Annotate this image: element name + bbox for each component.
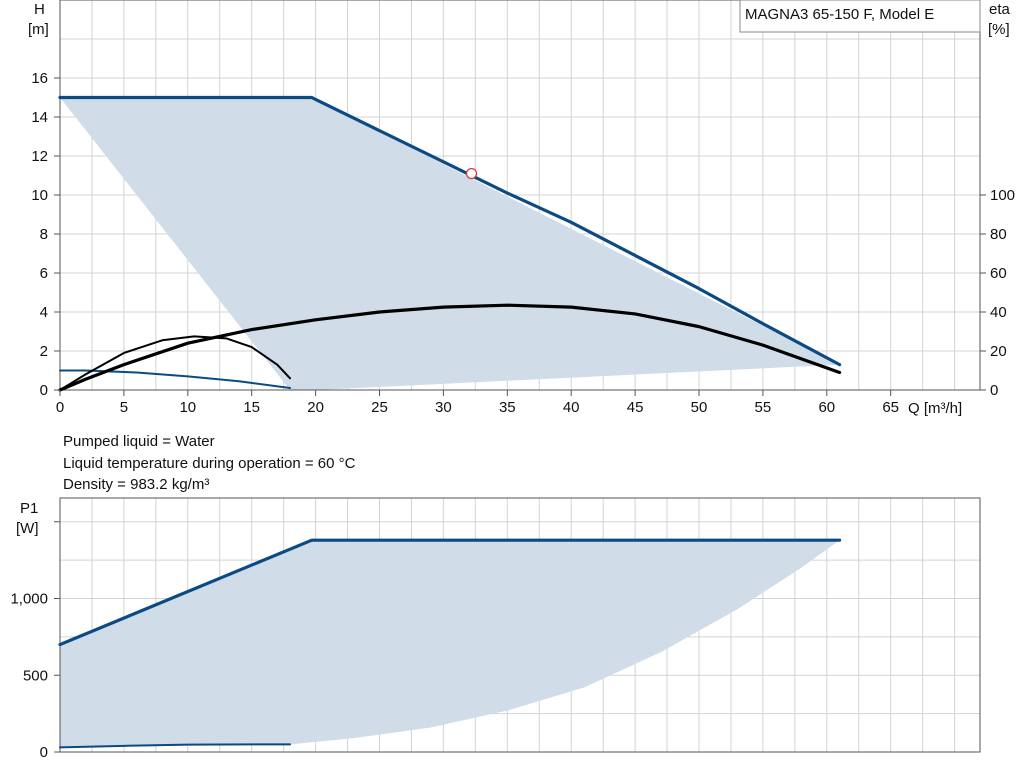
x-tick-label: 5	[120, 399, 128, 416]
x-tick-label: 50	[691, 399, 708, 416]
x-tick-label: 55	[755, 399, 772, 416]
y-tick-label: 12	[31, 148, 48, 165]
plot-frame	[59, 497, 981, 753]
power-curve-1	[59, 743, 292, 749]
info-density: Density = 983.2 kg/m³	[63, 476, 209, 493]
y2-axis-label-eta: eta	[989, 1, 1011, 18]
x-tick-label: 0	[56, 399, 64, 416]
y2-tick-label: 0	[990, 382, 998, 399]
y-tick-label: 16	[31, 70, 48, 87]
y-axis-label-h: H	[34, 1, 45, 18]
y-tick-label: 0	[40, 744, 48, 761]
chart-title: MAGNA3 65-150 F, Model E	[745, 6, 934, 23]
y-tick-label: 6	[40, 265, 48, 282]
title-box	[739, 0, 981, 33]
y-tick-label: 1,000	[10, 591, 48, 608]
y-tick-label: 8	[40, 226, 48, 243]
y-tick-label: 0	[40, 382, 48, 399]
y2-tick-label: 40	[990, 304, 1007, 321]
head-curve-1	[59, 369, 292, 390]
y2-tick-label: 80	[990, 226, 1007, 243]
power-curve-0	[58, 538, 842, 647]
x-tick-label: 25	[371, 399, 388, 416]
y2-axis-unit-eta: [%]	[988, 21, 1010, 38]
x-tick-label: 60	[818, 399, 835, 416]
y-tick-label: 2	[40, 343, 48, 360]
efficiency-curve-3	[59, 335, 292, 391]
y-tick-label: 500	[23, 667, 48, 684]
x-axis-label: Q [m³/h]	[908, 400, 962, 417]
y-tick-label: 10	[31, 187, 48, 204]
info-pumped-liquid: Pumped liquid = Water	[63, 433, 215, 450]
head-efficiency-chart: 0 2 4 6 8 10 12 14 16 0 20 40 60 80 100 0 5 10 15 20 25 30 35 4…	[31, 0, 1015, 416]
x-tick-label: 65	[882, 399, 899, 416]
x-tick-label: 30	[435, 399, 452, 416]
x-tick-label: 35	[499, 399, 516, 416]
y-axis-unit-p1: [W]	[16, 520, 39, 537]
x-tick-label: 20	[307, 399, 324, 416]
x-tick-label: 40	[563, 399, 580, 416]
y-tick-label: 4	[40, 304, 48, 321]
x-tick-label: 15	[243, 399, 260, 416]
power-range-area	[60, 540, 840, 748]
y-axis-unit-h: [m]	[28, 21, 49, 38]
y2-tick-label: 60	[990, 265, 1007, 282]
power-chart: 0 500 1,000	[10, 497, 981, 761]
y2-tick-label: 20	[990, 343, 1007, 360]
x-tick-label: 10	[179, 399, 196, 416]
duty-point-marker	[465, 167, 478, 180]
info-liquid-temperature: Liquid temperature during operation = 60…	[63, 455, 356, 472]
x-tick-label: 45	[627, 399, 644, 416]
head-curve-0	[58, 95, 842, 367]
efficiency-curve-2	[58, 303, 842, 392]
y-tick-label: 14	[31, 109, 48, 126]
y2-tick-label: 100	[990, 187, 1015, 204]
y-axis-label-p1: P1	[20, 500, 38, 517]
